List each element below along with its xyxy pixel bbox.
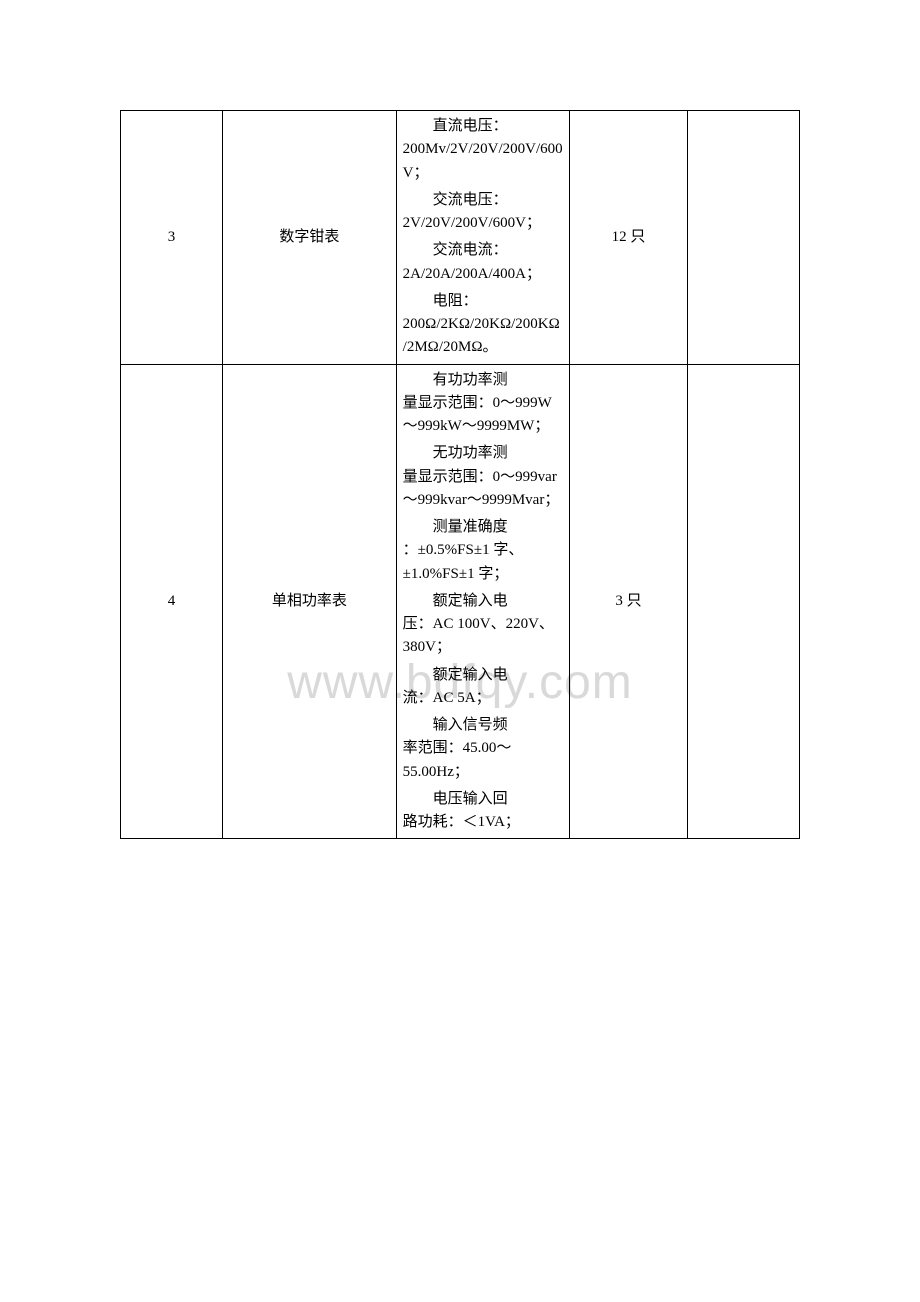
- spec-value: 压：AC 100V、220V、380V；: [403, 613, 564, 660]
- spec-label: 交流电流：: [403, 239, 564, 262]
- table-row: 3 数字钳表 直流电压： 200Mv/2V/20V/200V/600V； 交流电…: [121, 111, 800, 365]
- spec-value: 率范围：45.00～55.00Hz；: [403, 737, 564, 784]
- cell-quantity: 12 只: [570, 111, 687, 365]
- cell-item-name: 数字钳表: [223, 111, 397, 365]
- spec-label: 测量准确度: [403, 516, 564, 539]
- spec-label: 有功功率测: [403, 369, 564, 392]
- spec-label: 输入信号频: [403, 714, 564, 737]
- spec-value: ：±0.5%FS±1 字、±1.0%FS±1 字；: [403, 539, 564, 586]
- cell-empty: [687, 364, 799, 839]
- cell-quantity: 3 只: [570, 364, 687, 839]
- cell-row-number: 4: [121, 364, 223, 839]
- spec-value: 200Mv/2V/20V/200V/600V；: [403, 138, 564, 185]
- spec-value: 量显示范围：0～999var～999kvar～9999Mvar；: [403, 466, 564, 513]
- spec-label: 无功功率测: [403, 442, 564, 465]
- spec-value: 2V/20V/200V/600V；: [403, 212, 564, 235]
- spec-value: 2A/20A/200A/400A；: [403, 263, 564, 286]
- spec-label: 直流电压：: [403, 115, 564, 138]
- spec-value: 流：AC 5A；: [403, 687, 564, 710]
- cell-row-number: 3: [121, 111, 223, 365]
- cell-spec: 直流电压： 200Mv/2V/20V/200V/600V； 交流电压： 2V/2…: [396, 111, 570, 365]
- spec-value: 200Ω/2KΩ/20KΩ/200KΩ/2MΩ/20MΩ。: [403, 313, 564, 360]
- spec-value: 路功耗：＜1VA；: [403, 811, 564, 834]
- cell-item-name: 单相功率表: [223, 364, 397, 839]
- cell-spec: 有功功率测 量显示范围：0～999W～999kW～9999MW； 无功功率测 量…: [396, 364, 570, 839]
- spec-label: 电阻：: [403, 290, 564, 313]
- spec-label: 电压输入回: [403, 788, 564, 811]
- spec-table: 3 数字钳表 直流电压： 200Mv/2V/20V/200V/600V； 交流电…: [120, 110, 800, 839]
- spec-value: 量显示范围：0～999W～999kW～9999MW；: [403, 392, 564, 439]
- spec-label: 额定输入电: [403, 590, 564, 613]
- spec-label: 交流电压：: [403, 189, 564, 212]
- cell-empty: [687, 111, 799, 365]
- table-row: 4 单相功率表 有功功率测 量显示范围：0～999W～999kW～9999MW；…: [121, 364, 800, 839]
- spec-label: 额定输入电: [403, 664, 564, 687]
